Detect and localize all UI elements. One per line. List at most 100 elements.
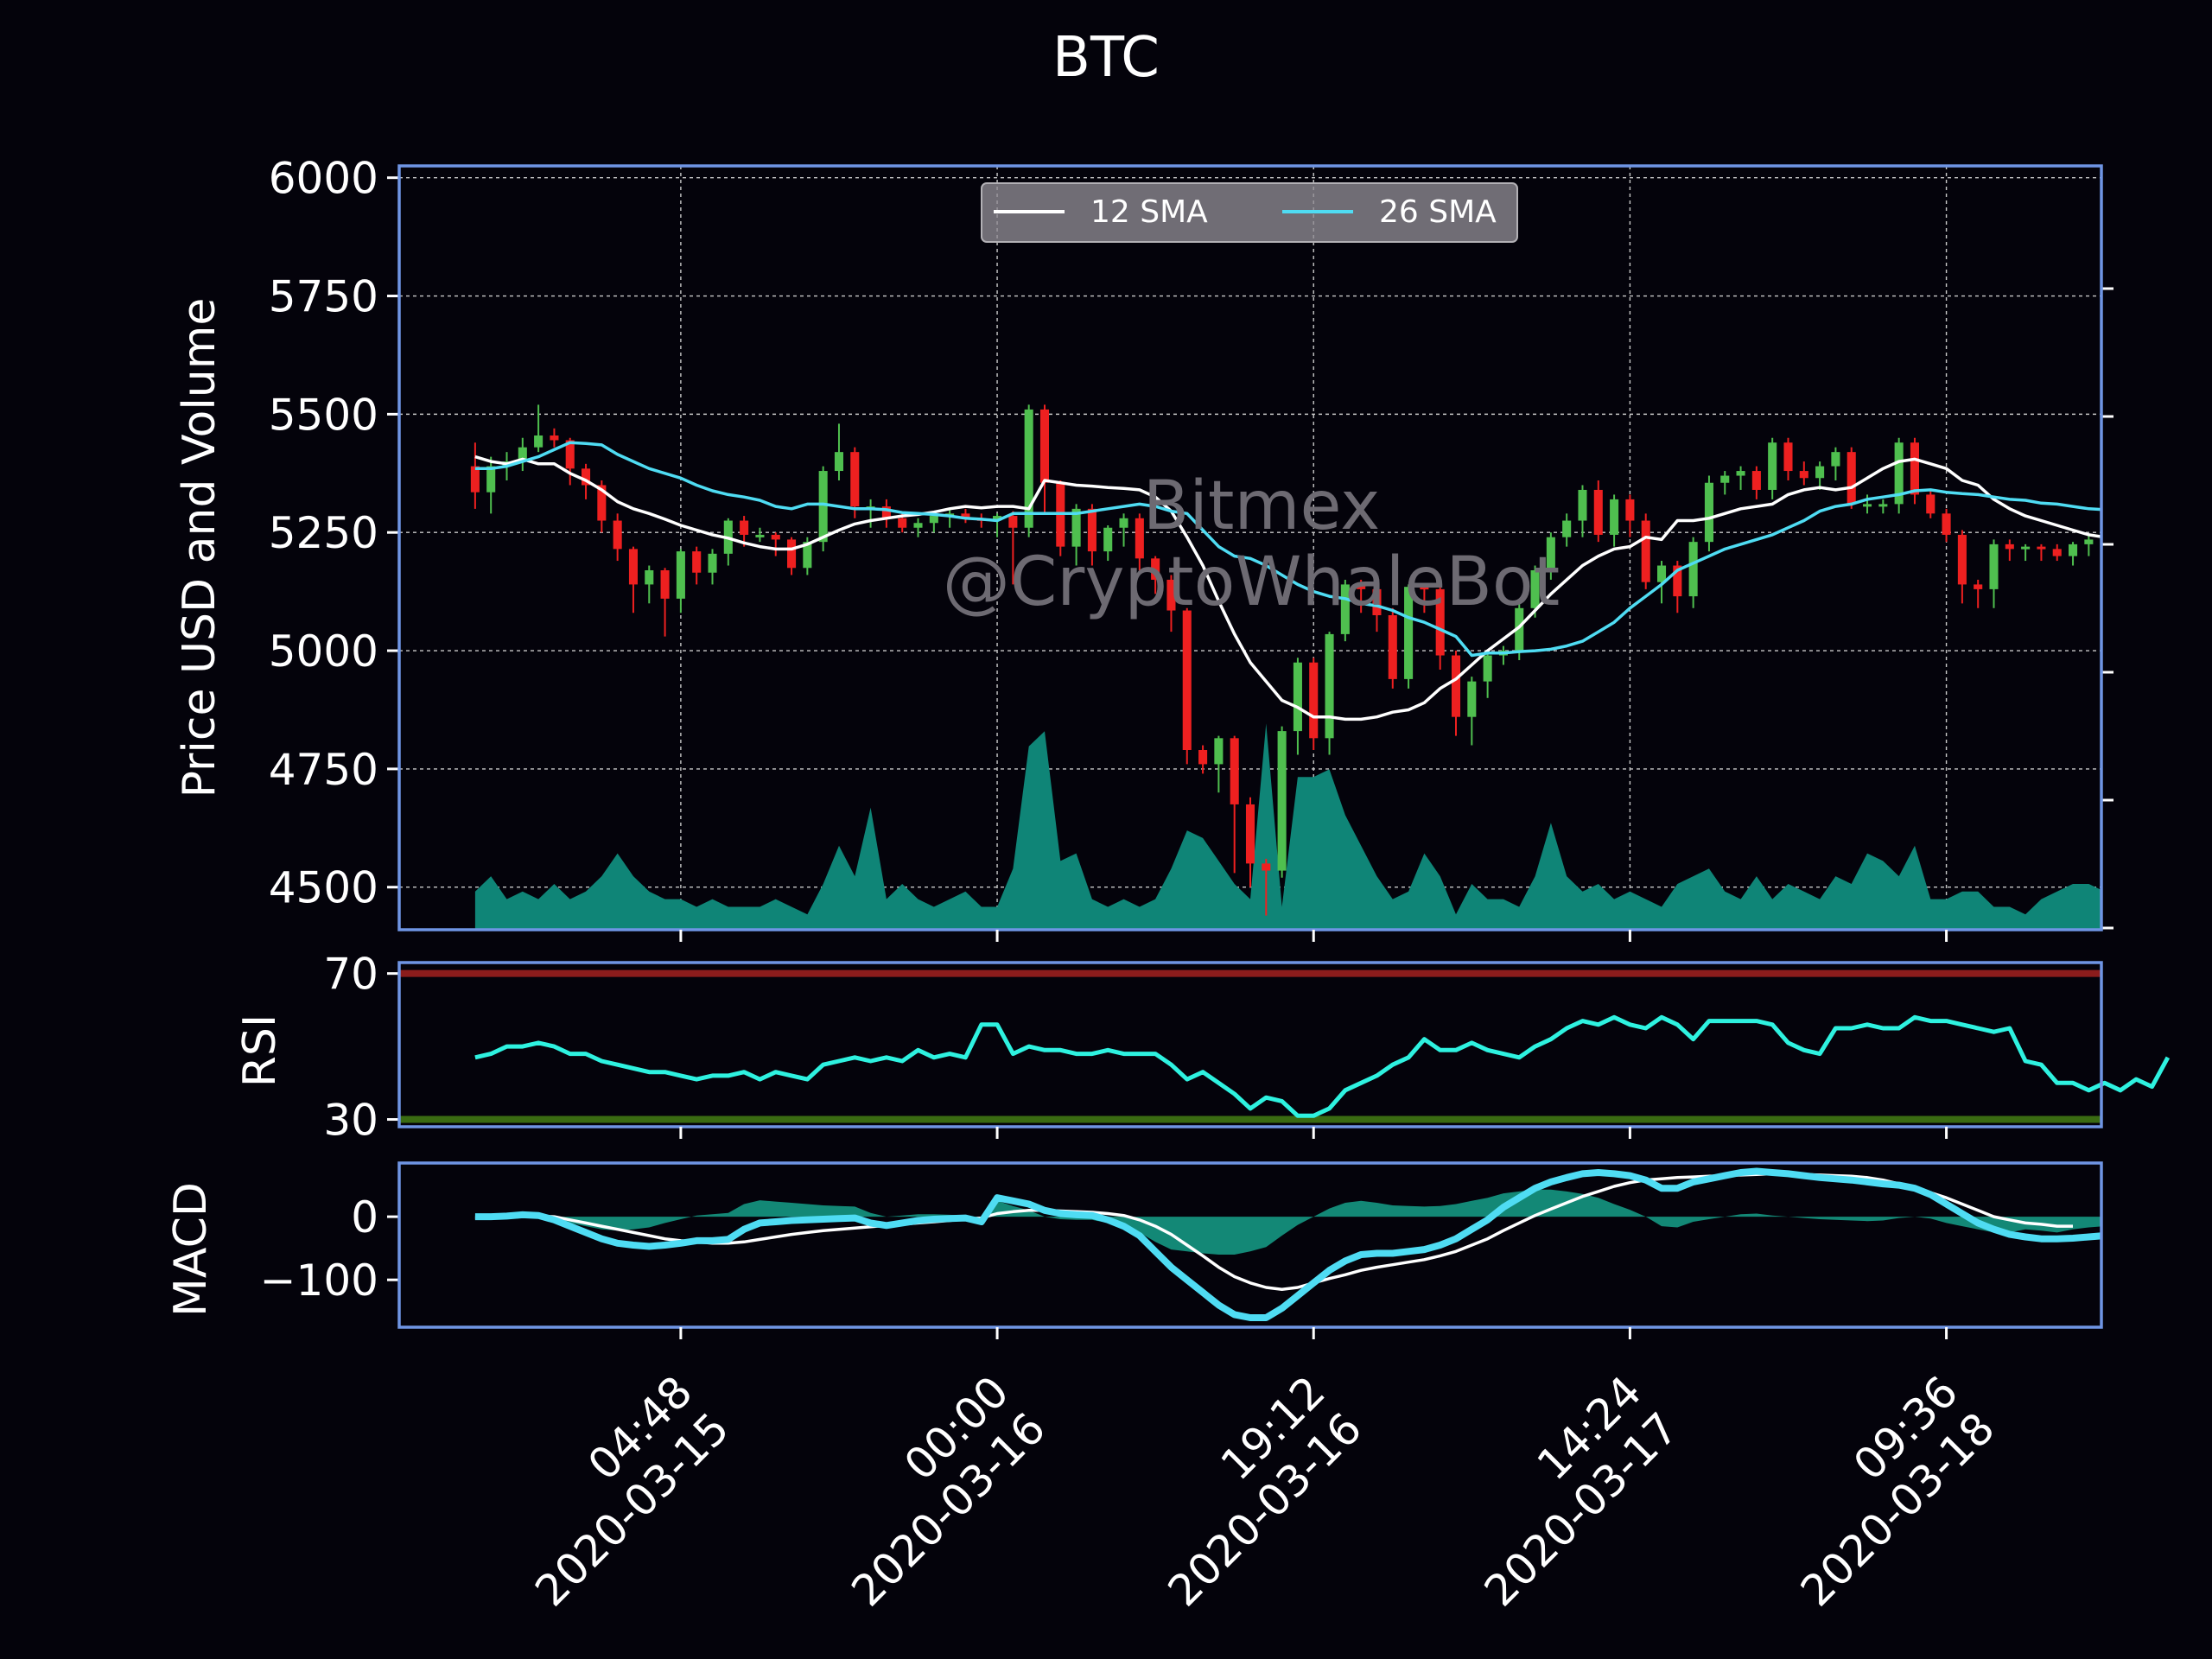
candle — [1166, 575, 1176, 632]
candle-body — [787, 539, 797, 569]
candle-body — [740, 520, 749, 535]
candle-body — [1720, 475, 1730, 483]
candle — [1768, 437, 1777, 499]
candle-body — [613, 520, 622, 550]
macd-histogram — [474, 1189, 2101, 1255]
candle-body — [1530, 570, 1540, 608]
candle — [2148, 485, 2157, 651]
candle-body — [929, 516, 938, 524]
candle — [1926, 489, 1936, 518]
candle — [2005, 539, 2014, 562]
price-y-tick-label: 5000 — [269, 626, 378, 677]
candle-body — [755, 534, 765, 537]
candle — [993, 513, 1002, 537]
macd-y-label: MACD — [165, 1182, 217, 1317]
candle-body — [1562, 520, 1572, 537]
candle-body — [628, 549, 639, 585]
price-y-tick-label: 5250 — [269, 508, 378, 558]
candle — [1357, 579, 1366, 613]
candle-body — [1309, 662, 1319, 739]
candle-body — [961, 513, 970, 518]
price-y-tick-label: 5500 — [269, 390, 378, 440]
macd-lines-layer — [474, 1167, 2101, 1321]
candle-body — [2021, 546, 2031, 550]
candle — [1894, 437, 1904, 514]
candle-body — [1483, 655, 1492, 682]
macd-y-tick-label: 0 — [351, 1192, 378, 1243]
candle — [518, 437, 527, 472]
candle — [1546, 532, 1555, 580]
candle — [1974, 579, 1983, 608]
candle — [1245, 797, 1255, 887]
candle-body — [1641, 520, 1650, 582]
candles-layer — [470, 404, 2157, 916]
candle-body — [1578, 489, 1587, 521]
candle-body — [1435, 588, 1445, 656]
candle-body — [1293, 662, 1302, 732]
candle-body — [993, 516, 1002, 521]
candle — [692, 546, 702, 585]
candle-body — [1989, 543, 1999, 589]
candle — [1704, 475, 1713, 552]
watermark-line-2: @CryptoWhaleBot — [943, 543, 1560, 621]
macd-y-ticks: 0 −100 — [260, 1192, 399, 1306]
sma-lines-layer — [474, 441, 2101, 721]
rsi-y-label: RSI — [234, 1014, 286, 1087]
candle-body — [1008, 516, 1018, 528]
rsi-y-tick-label: 30 — [323, 1096, 378, 1146]
candle — [628, 546, 639, 613]
candle — [1656, 561, 1667, 604]
candle-body — [1704, 482, 1713, 543]
candle-body — [1182, 610, 1192, 750]
candle-body — [1119, 518, 1128, 528]
candle-body — [518, 447, 527, 462]
candle-body — [1847, 452, 1856, 505]
candle-body — [2132, 539, 2140, 594]
candle-body — [1625, 499, 1635, 521]
candle-body — [1942, 513, 1951, 535]
macd-line — [474, 1167, 2101, 1321]
candle — [1578, 485, 1587, 537]
candle — [1340, 579, 1350, 642]
candle-body — [550, 435, 559, 441]
candle — [755, 527, 765, 543]
candle-body — [1974, 584, 1983, 589]
candle — [2116, 566, 2125, 608]
candle-body — [1815, 466, 1825, 479]
chart-title: BTC — [1052, 26, 1160, 90]
candle-body — [1262, 863, 1271, 871]
candle — [1404, 584, 1414, 689]
candle-body — [1831, 452, 1840, 467]
volume-layer — [474, 723, 2101, 930]
candle — [2052, 543, 2062, 562]
candle-body — [1768, 442, 1777, 490]
candle — [1214, 735, 1224, 793]
candle-body — [1515, 607, 1524, 652]
legend-label-26-sma: 26 SMA — [1379, 194, 1497, 230]
candle — [881, 499, 891, 528]
candle — [1039, 404, 1050, 514]
candle — [2021, 543, 2031, 562]
candle-body — [582, 468, 591, 486]
candle — [1720, 471, 1730, 495]
candle — [1942, 508, 1951, 543]
candle-body — [1277, 731, 1287, 871]
price-y-ticks: 4500 4750 5000 5250 5500 5750 6000 — [269, 154, 399, 913]
candle-body — [1166, 579, 1176, 611]
price-panel: Bitmex @CryptoWhaleBot 4500 4750 5000 5250 5… — [174, 154, 2157, 931]
volume-area — [474, 723, 2101, 930]
sma-26-line — [474, 441, 2101, 658]
candle — [534, 404, 543, 453]
candle-body — [1656, 565, 1667, 582]
candle-body — [2116, 570, 2125, 594]
candle-body — [1024, 409, 1033, 528]
candle — [1420, 584, 1429, 613]
candle-body — [913, 523, 923, 528]
candle-body — [486, 466, 496, 493]
candle — [1593, 480, 1603, 543]
candle-body — [850, 452, 860, 507]
candle-body — [1151, 558, 1160, 580]
legend: 12 SMA 26 SMA — [981, 182, 1518, 243]
